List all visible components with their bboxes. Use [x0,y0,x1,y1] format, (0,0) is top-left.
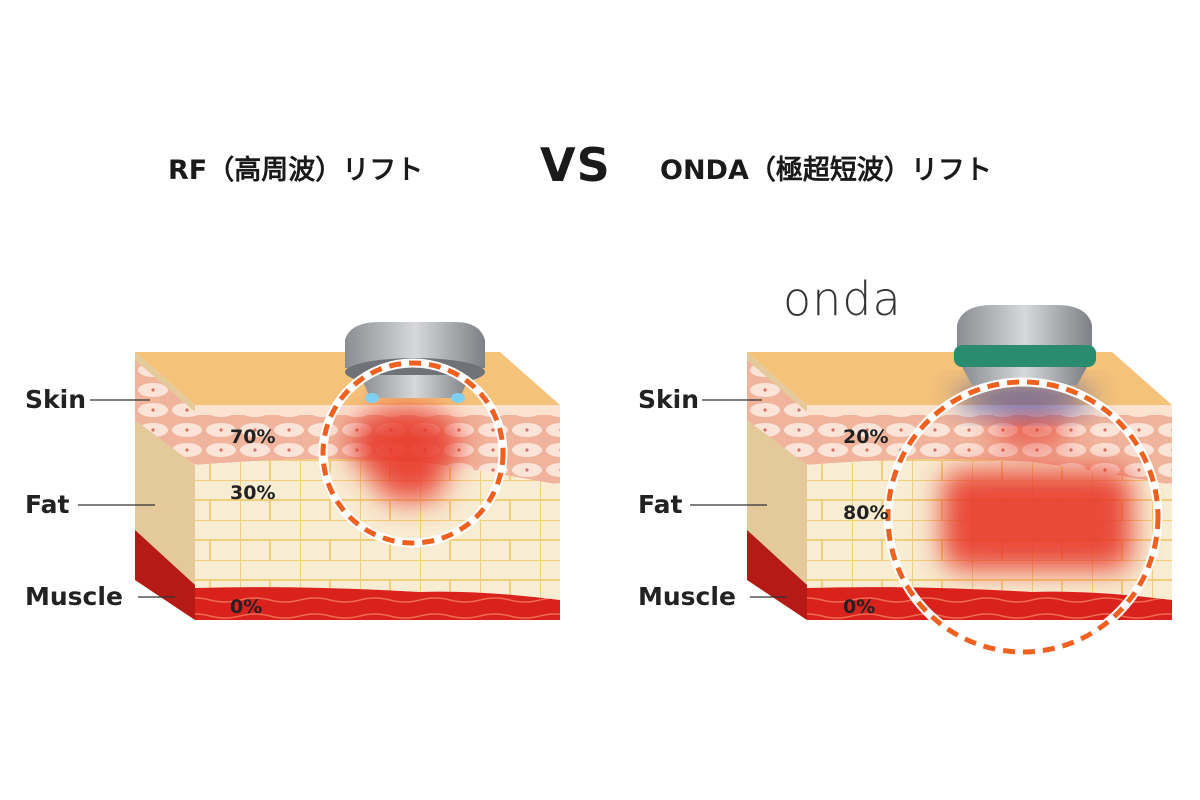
left-skin-label: Skin [25,385,86,414]
right-skin-label: Skin [638,385,699,414]
onda-logo: onda [783,272,902,326]
left-fat-label: Fat [25,490,70,519]
right-fat-percent: 80% [843,502,889,524]
left-muscle-label: Muscle [25,582,123,611]
onda-skin-block [689,305,1173,657]
left-muscle-percent: 0% [230,596,263,618]
left-fat-percent: 30% [230,482,276,504]
right-skin-percent: 20% [843,426,889,448]
rf-heat-zone [350,407,460,503]
right-fat-label: Fat [638,490,683,519]
vs-label: VS [540,138,611,192]
onda-heat-zone [942,415,1132,570]
rf-device [345,322,485,403]
right-muscle-label: Muscle [638,582,736,611]
onda-lift-title: ONDA（極超短波）リフト [660,155,992,186]
right-muscle-percent: 0% [843,596,876,618]
rf-lift-title: RF（高周波）リフト [168,155,424,186]
onda-target-circle [885,379,1161,655]
rf-target-circle [320,360,506,546]
rf-skin-block [77,322,561,621]
left-skin-percent: 70% [230,426,276,448]
